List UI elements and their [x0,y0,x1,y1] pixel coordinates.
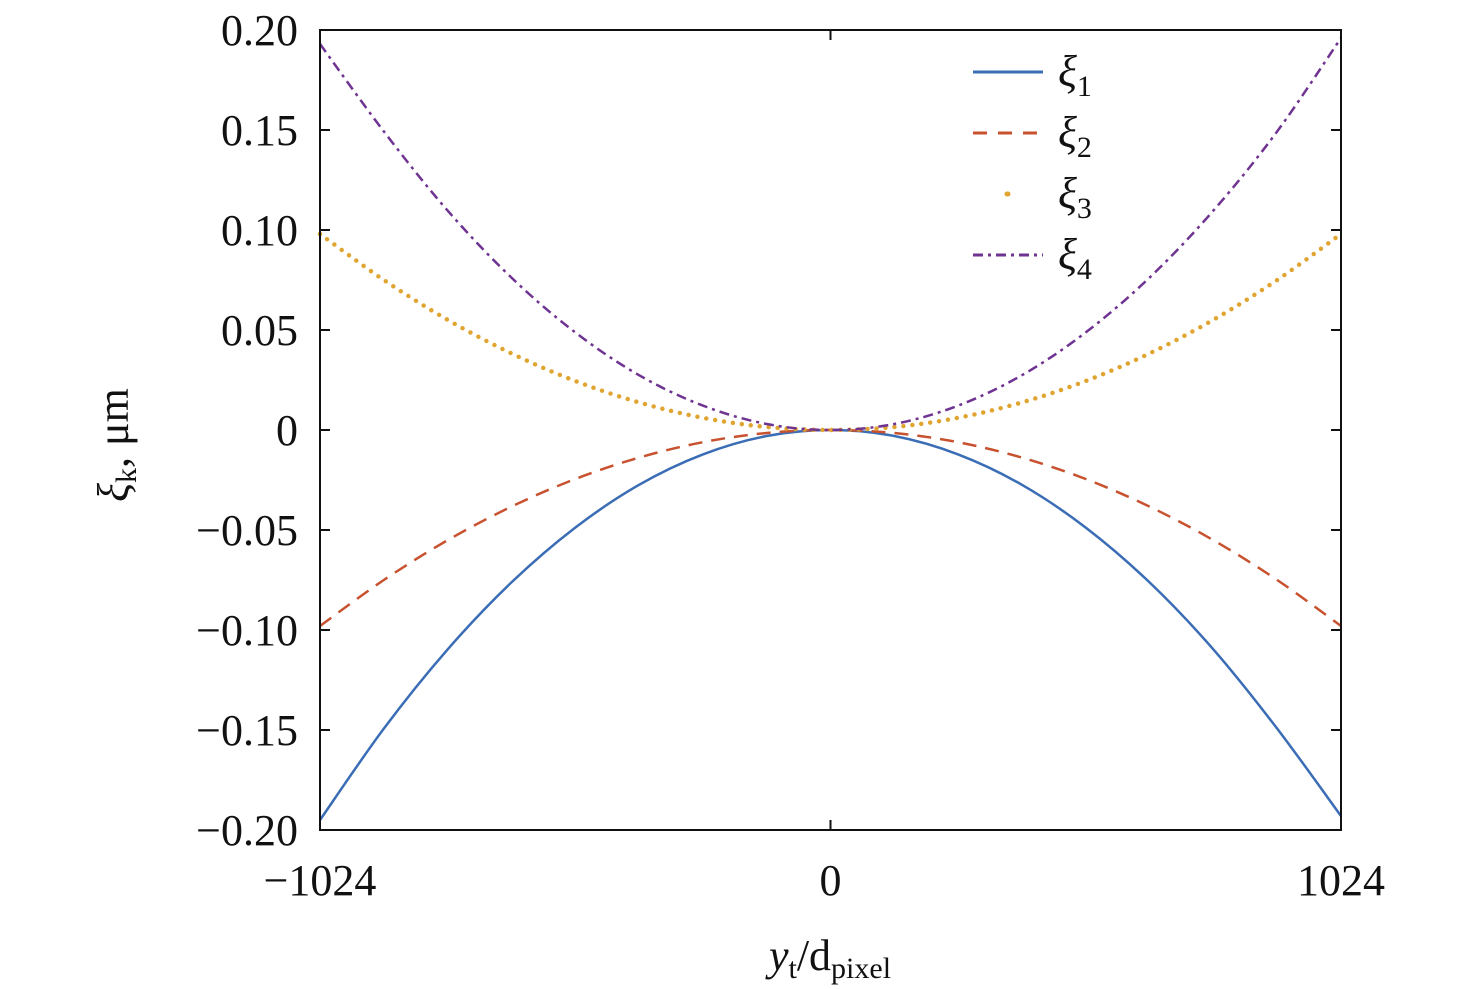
y-tick-label: −0.05 [196,506,298,555]
y-tick-label: 0.15 [221,106,298,155]
y-axis-label: ξk, μm [89,388,143,502]
y-tick-label: −0.15 [196,706,298,755]
y-tick-label: −0.10 [196,606,298,655]
x-tick-label: 0 [820,856,842,905]
series-2-line [319,428,1342,628]
series-4-line [318,37,1343,432]
legend-label-4: ξ4 [1058,230,1092,286]
y-tick-label: 0.10 [221,206,298,255]
y-tick-label: 0.20 [221,6,298,55]
legend-label-3: ξ3 [1058,169,1092,225]
y-tick-label: −0.20 [196,806,298,855]
series-3-line [317,231,1344,433]
x-axis-label: yt/dpixel [765,931,891,985]
series-1-line [318,428,1343,821]
legend-label-2: ξ2 [1058,108,1092,164]
x-tick-label: −1024 [264,856,377,905]
legend-label-1: ξ1 [1058,47,1092,103]
plot-frame [319,29,1342,831]
y-tick-label: 0.05 [221,306,298,355]
y-tick-label: 0 [276,406,298,455]
x-tick-label: 1024 [1297,856,1385,905]
